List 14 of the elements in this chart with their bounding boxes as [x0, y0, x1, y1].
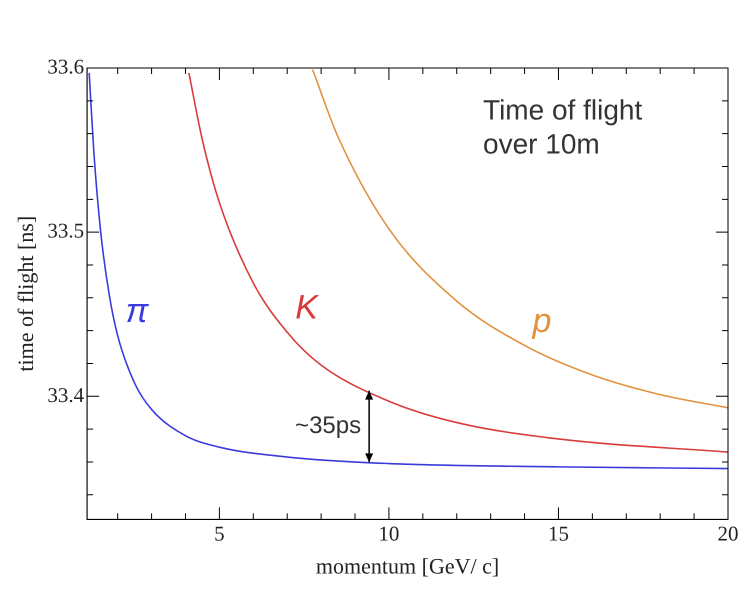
annotation: ~35ps — [295, 412, 362, 440]
series-label: K — [295, 288, 320, 327]
x-axis-title: momentum [GeV/ c] — [316, 554, 500, 579]
y-tick-label: 33.6 — [47, 54, 84, 79]
x-tick-label: 5 — [214, 522, 225, 546]
y-tick-label: 33.4 — [47, 382, 85, 407]
x-tick-label: 15 — [548, 522, 569, 546]
annotation: Time of flight over 10m — [483, 94, 642, 160]
series-label: p — [532, 302, 552, 340]
x-tick-label: 20 — [718, 522, 738, 546]
x-tick-label: 10 — [378, 522, 400, 546]
y-axis-title: time of flight [ns] — [12, 216, 38, 372]
y-tick-label: 33.5 — [47, 218, 84, 243]
series-label: π — [126, 292, 150, 330]
